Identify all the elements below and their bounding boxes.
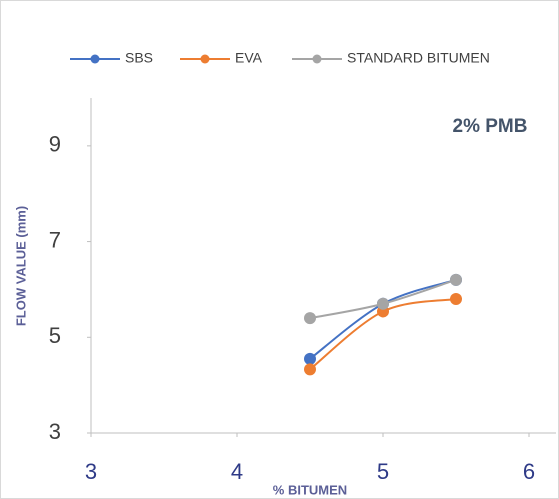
data-point (450, 293, 462, 305)
legend-label: SBS (125, 50, 153, 66)
legend-marker (200, 54, 210, 64)
legend-marker (312, 54, 322, 64)
annotation: 2% PMB (453, 116, 528, 137)
x-tick-label: 5 (377, 459, 389, 484)
x-axis-label: % BITUMEN (273, 482, 347, 497)
y-tick-label: 3 (49, 419, 61, 444)
x-tick-label: 4 (231, 459, 243, 484)
data-point (450, 273, 462, 286)
legend-label: EVA (235, 50, 263, 66)
legend-label: STANDARD BITUMEN (347, 50, 490, 66)
x-tick-label: 3 (85, 459, 97, 484)
y-tick-label: 5 (49, 323, 61, 348)
data-point (304, 352, 316, 365)
legend-marker (90, 54, 100, 64)
data-point (377, 297, 389, 310)
data-point (304, 312, 316, 325)
y-axis-label: FLOW VALUE (mm) (13, 206, 28, 326)
data-point (304, 363, 316, 376)
y-tick-label: 7 (49, 227, 61, 252)
x-tick-label: 6 (523, 459, 535, 484)
y-tick-label: 9 (49, 132, 61, 157)
